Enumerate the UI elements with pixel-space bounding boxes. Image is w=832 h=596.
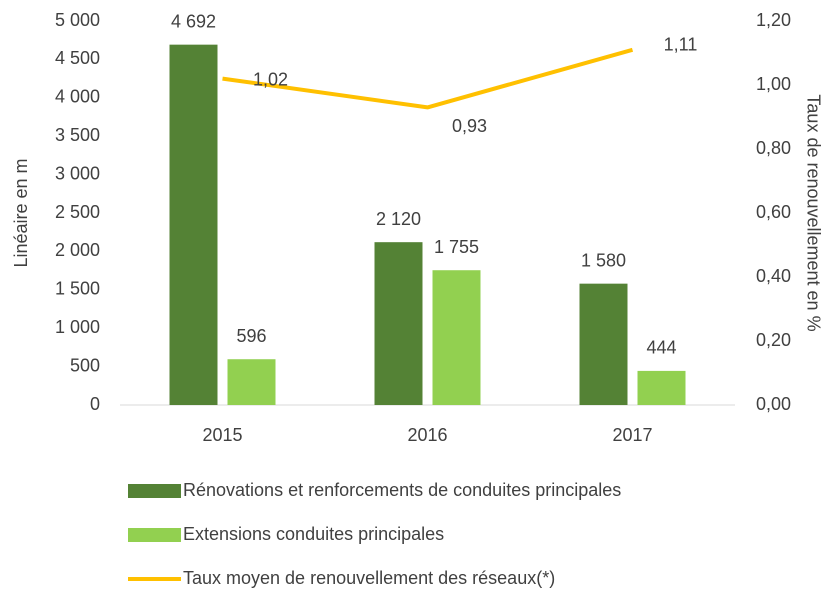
bar (227, 359, 276, 405)
y2-axis-title: Taux de renouvellement en % (803, 94, 823, 331)
y-tick-label: 2 500 (55, 202, 100, 222)
y-tick-label: 1 000 (55, 317, 100, 337)
legend-swatch (128, 484, 181, 498)
y-tick-label: 3 000 (55, 163, 100, 183)
bar (432, 270, 481, 405)
y2-tick-label: 0,20 (756, 330, 791, 350)
y-tick-label: 2 000 (55, 240, 100, 260)
y2-tick-label: 1,00 (756, 74, 791, 94)
bar (579, 283, 628, 405)
y-tick-label: 3 500 (55, 125, 100, 145)
bar (169, 44, 218, 406)
legend-label: Taux moyen de renouvellement des réseaux… (183, 568, 555, 588)
data-label: 444 (646, 338, 676, 358)
x-tick-label: 2017 (612, 425, 652, 445)
y-tick-label: 4 000 (55, 87, 100, 107)
y-axis-title: Linéaire en m (11, 158, 31, 267)
y2-tick-label: 0,80 (756, 138, 791, 158)
data-label: 0,93 (452, 116, 487, 136)
bar (637, 370, 686, 405)
y2-tick-label: 0,00 (756, 394, 791, 414)
y-tick-label: 5 000 (55, 10, 100, 30)
line (222, 47, 634, 110)
y-tick-label: 4 500 (55, 48, 100, 68)
y-tick-label: 500 (70, 355, 100, 375)
data-label: 2 120 (376, 209, 421, 229)
y2-tick-label: 0,40 (756, 266, 791, 286)
data-label: 4 692 (171, 11, 216, 31)
y2-tick-label: 0,60 (756, 202, 791, 222)
x-tick-label: 2016 (407, 425, 447, 445)
data-label: 596 (236, 326, 266, 346)
data-label: 1 755 (434, 237, 479, 257)
y-tick-label: 0 (90, 394, 100, 414)
y-tick-label: 1 500 (55, 279, 100, 299)
y2-tick-label: 1,20 (756, 10, 791, 30)
legend-label: Extensions conduites principales (183, 524, 444, 544)
data-label: 1,02 (253, 69, 288, 89)
legend-swatch (128, 528, 181, 542)
data-label: 1,11 (664, 35, 698, 55)
x-tick-label: 2015 (202, 425, 242, 445)
bar (374, 242, 423, 405)
data-label: 1 580 (581, 250, 626, 270)
legend-label: Rénovations et renforcements de conduite… (183, 480, 621, 500)
